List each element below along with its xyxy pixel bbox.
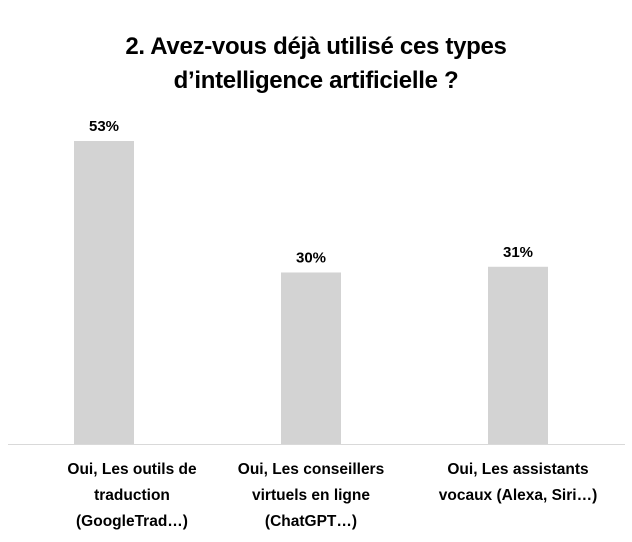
category-label-2-line-2: virtuels en ligne — [251, 487, 370, 504]
data-label-1: 53% — [89, 118, 119, 135]
chart-title: 2. Avez-vous déjà utilisé ces types d’in… — [0, 30, 632, 98]
bar-1 — [74, 141, 134, 444]
category-label-1-line-1: Oui, Les outils de — [67, 461, 197, 478]
chart-title-line-1: 2. Avez-vous déjà utilisé ces types — [125, 33, 507, 60]
data-label-2: 30% — [296, 249, 326, 266]
category-label-2-line-1: Oui, Les conseillers — [237, 461, 385, 478]
bar-3 — [488, 266, 548, 444]
chart-title-line-2: d’intelligence artificielle ? — [173, 67, 459, 94]
category-label-2: Oui, Les conseillers virtuels en ligne (… — [216, 457, 406, 535]
category-label-2-line-3: (ChatGPT…) — [264, 513, 358, 530]
data-label-3: 31% — [503, 244, 533, 261]
category-label-3: Oui, Les assistants vocaux (Alexa, Siri…… — [423, 457, 613, 509]
category-label-3-line-1: Oui, Les assistants — [447, 461, 589, 478]
category-label-1-line-3: (GoogleTrad…) — [76, 513, 188, 530]
category-label-3-line-2: vocaux (Alexa, Siri…) — [438, 487, 598, 504]
category-label-1: Oui, Les outils de traduction (GoogleTra… — [37, 457, 227, 535]
category-label-1-line-2: traduction — [94, 487, 170, 504]
bar-2 — [281, 272, 341, 444]
